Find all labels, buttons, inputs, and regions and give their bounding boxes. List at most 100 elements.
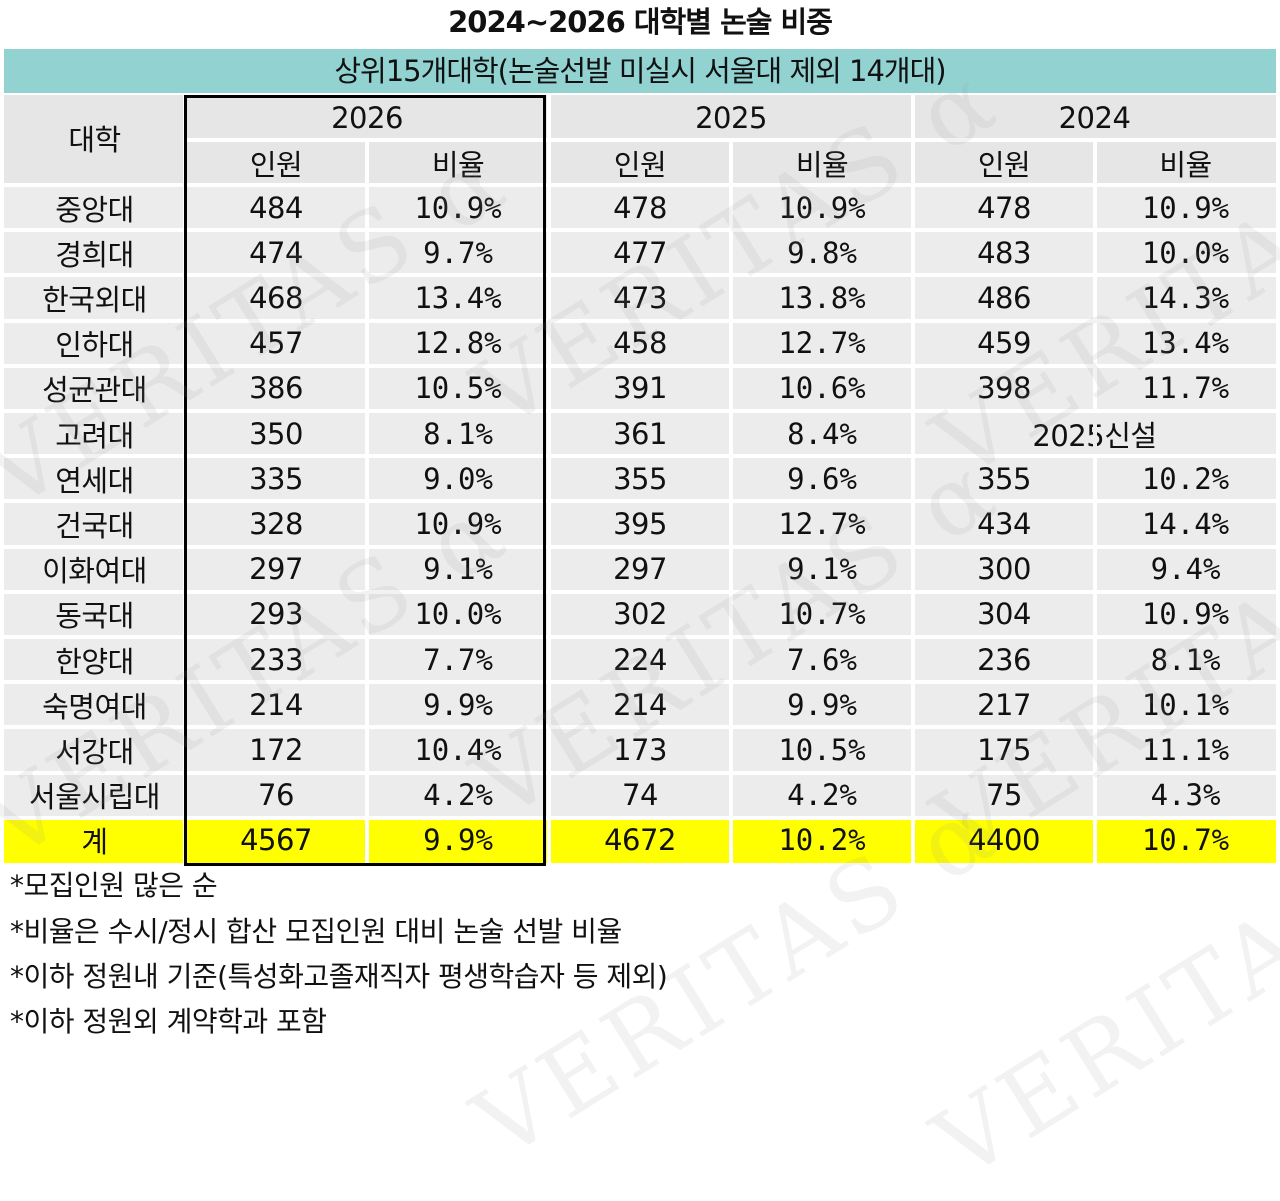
- note-contract-dept: *이하 정원외 계약학과 포함: [10, 1005, 327, 1038]
- row-중앙대-y2024-rate: 10.9%: [1141, 190, 1230, 225]
- row-서강대-y2024-rate: 11.1%: [1141, 732, 1230, 767]
- row-중앙대-y2024-count: 478: [977, 190, 1031, 225]
- cell-divider: [185, 138, 1276, 142]
- row-한양대-y2026-rate: 7.7%: [423, 642, 493, 677]
- row-서울시립대-y2025-rate: 4.2%: [787, 778, 857, 813]
- row-한양대-y2024-count: 236: [977, 642, 1031, 677]
- total-y2026-count: 4567: [240, 823, 312, 858]
- cell-divider: [911, 95, 915, 863]
- row-중앙대-y2026-rate: 10.9%: [414, 190, 502, 225]
- row-한국외대-y2024-rate: 14.3%: [1141, 280, 1230, 315]
- row-서강대-y2025-count: 173: [613, 732, 667, 767]
- row-건국대-y2026-rate: 10.9%: [414, 506, 502, 541]
- total-university: 계: [81, 825, 108, 860]
- row-중앙대-y2025-count: 478: [613, 190, 667, 225]
- cell-divider: [4, 409, 1276, 413]
- row-경희대-y2026-rate: 9.7%: [423, 235, 493, 270]
- cell-divider: [4, 635, 1276, 639]
- row-경희대-y2025-rate: 9.8%: [787, 235, 857, 270]
- row-경희대-y2024-count: 483: [977, 235, 1031, 270]
- row-인하대-y2026-rate: 12.8%: [414, 326, 502, 361]
- row-고려대-y2026-count: 350: [249, 416, 303, 451]
- header-year-2025: 2025: [695, 100, 767, 135]
- cell-divider: [547, 95, 551, 863]
- row-동국대-y2024-count: 304: [977, 597, 1031, 632]
- row-경희대-y2024-rate: 10.0%: [1141, 235, 1230, 270]
- row-성균관대-university: 성균관대: [42, 373, 147, 408]
- row-이화여대-y2026-count: 297: [249, 552, 303, 587]
- row-동국대-y2026-rate: 10.0%: [414, 597, 502, 632]
- cell-divider: [4, 318, 1276, 323]
- row-성균관대-y2025-count: 391: [613, 371, 667, 406]
- row-이화여대-y2024-rate: 9.4%: [1150, 552, 1221, 587]
- row-성균관대-y2026-count: 386: [249, 371, 303, 406]
- row-인하대-y2025-rate: 12.7%: [778, 326, 866, 361]
- row-인하대-y2024-count: 459: [977, 326, 1031, 361]
- row-한국외대-y2026-count: 468: [249, 280, 303, 315]
- merged-cell-fill: [1093, 413, 1097, 455]
- row-연세대-university: 연세대: [55, 463, 134, 498]
- row-중앙대-university: 중앙대: [55, 192, 134, 227]
- row-숙명여대-y2024-count: 217: [977, 687, 1031, 722]
- row-중앙대-y2026-count: 484: [249, 190, 303, 225]
- row-고려대-y2025-rate: 8.4%: [787, 416, 857, 451]
- total-y2024-count: 4400: [968, 823, 1040, 858]
- row-서울시립대-y2024-count: 75: [986, 778, 1022, 813]
- row-인하대-y2024-rate: 13.4%: [1141, 326, 1230, 361]
- row-한국외대-y2026-rate: 13.4%: [414, 280, 502, 315]
- row-서강대-y2025-rate: 10.5%: [778, 732, 866, 767]
- cell-divider: [4, 770, 1276, 775]
- row-인하대-y2025-count: 458: [613, 326, 667, 361]
- row-경희대-y2025-count: 477: [613, 235, 667, 270]
- cell-divider: [4, 544, 1276, 549]
- row-연세대-y2025-count: 355: [613, 461, 667, 496]
- row-동국대-university: 동국대: [55, 599, 134, 634]
- row-동국대-y2025-count: 302: [613, 597, 667, 632]
- cell-divider: [4, 363, 1276, 368]
- row-숙명여대-y2026-rate: 9.9%: [423, 687, 493, 722]
- row-이화여대-y2026-rate: 9.1%: [423, 552, 493, 587]
- row-숙명여대-y2026-count: 214: [249, 687, 303, 722]
- total-row-background: [4, 817, 1276, 863]
- row-동국대-y2026-count: 293: [249, 597, 303, 632]
- cell-divider: [4, 589, 1276, 594]
- row-한국외대-university: 한국외대: [42, 282, 147, 317]
- row-고려대-university: 고려대: [55, 418, 134, 453]
- header-year-2026: 2026: [331, 100, 403, 135]
- row-동국대-y2025-rate: 10.7%: [778, 597, 866, 632]
- row-이화여대-university: 이화여대: [42, 554, 147, 589]
- row-숙명여대-y2025-rate: 9.9%: [787, 687, 857, 722]
- cell-divider: [4, 228, 1276, 233]
- row-성균관대-y2024-rate: 11.7%: [1141, 371, 1230, 406]
- row-서강대-university: 서강대: [55, 734, 134, 769]
- total-y2026-rate: 9.9%: [423, 823, 493, 858]
- page-title: 2024~2026 대학별 논술 비중: [448, 5, 833, 39]
- row-한양대-y2024-rate: 8.1%: [1150, 642, 1221, 677]
- cell-divider: [4, 454, 1276, 459]
- row-건국대-y2025-count: 395: [613, 506, 667, 541]
- header-count-2025: 인원: [613, 147, 667, 182]
- row-서울시립대-y2026-rate: 4.2%: [423, 778, 493, 813]
- cell-divider: [4, 680, 1276, 685]
- note-sort-order: *모집인원 많은 순: [10, 869, 218, 902]
- row-연세대-y2024-rate: 10.2%: [1141, 461, 1230, 496]
- header-count-2024: 인원: [977, 147, 1031, 182]
- row-숙명여대-y2024-rate: 10.1%: [1141, 687, 1230, 722]
- highlight-box-2026: [184, 95, 546, 866]
- row-서울시립대-university: 서울시립대: [29, 780, 160, 815]
- cell-divider: [4, 725, 1276, 730]
- row-인하대-university: 인하대: [55, 328, 134, 363]
- header-year-2024: 2024: [1058, 100, 1131, 135]
- row-고려대-y2026-rate: 8.1%: [423, 416, 493, 451]
- header-rate-2026: 비율: [431, 147, 485, 182]
- row-인하대-y2026-count: 457: [249, 326, 303, 361]
- header-rate-2025: 비율: [795, 147, 849, 182]
- row-서강대-y2024-count: 175: [977, 732, 1031, 767]
- cell-divider: [4, 815, 1276, 820]
- row-건국대-y2026-count: 328: [249, 506, 303, 541]
- row-경희대-y2026-count: 474: [249, 235, 303, 270]
- row-서강대-y2026-count: 172: [249, 732, 303, 767]
- row-이화여대-y2024-count: 300: [977, 552, 1031, 587]
- total-y2025-count: 4672: [604, 823, 676, 858]
- row-동국대-y2024-rate: 10.9%: [1141, 597, 1230, 632]
